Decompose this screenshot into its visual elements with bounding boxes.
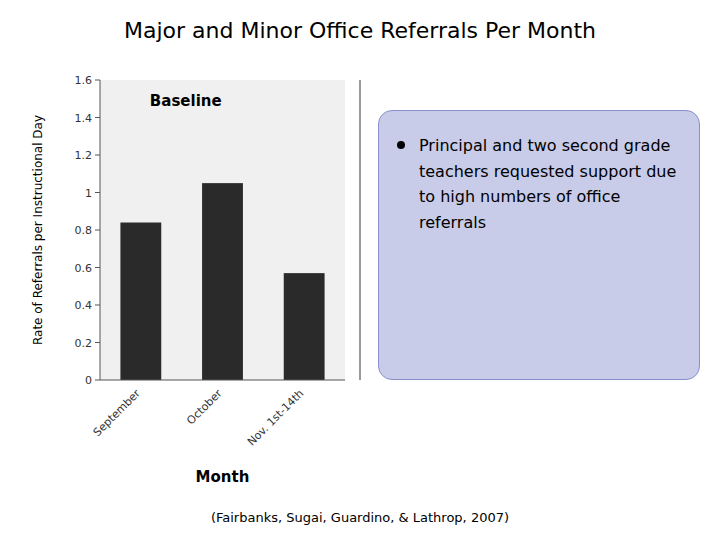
y-tick-label: 1.4 [75,112,93,125]
y-tick-label: 0 [85,374,92,387]
bar [120,223,161,381]
y-tick-label: 1.2 [75,149,93,162]
y-tick [95,230,100,231]
y-tick [95,192,100,193]
title: Major and Minor Office Referrals Per Mon… [124,18,596,43]
plot-area [100,80,345,380]
bar [284,273,325,380]
y-label: Rate of Referrals per Instructional Day [31,115,45,345]
note-box: Principal and two second grade teachers … [378,110,700,380]
y-tick [95,267,100,268]
y-tick-label: 0.6 [75,262,93,275]
y-axis [100,80,101,380]
y-tick-label: 1.6 [75,74,93,87]
y-tick [95,117,100,118]
bar [202,183,243,380]
x-tick-label: Nov. 1st-14th [245,387,306,448]
y-tick-label: 0.8 [75,224,93,237]
y-tick [95,80,100,81]
y-tick [95,342,100,343]
y-tick-label: 1 [85,187,92,200]
bars [120,183,324,380]
annotation: Baseline [150,92,222,110]
y-tick [95,155,100,156]
y-tick-label: 0.4 [75,299,93,312]
y-tick-label: 0.2 [75,337,93,350]
divider [360,80,361,380]
y-tick [95,305,100,306]
y-tick [95,380,100,381]
annotation: Principal and two second grade teachers … [419,133,677,235]
x-label: Month [196,468,250,486]
citation: (Fairbanks, Sugai, Guardino, & Lathrop, … [211,510,509,525]
bullet [397,141,405,149]
x-axis [100,380,345,381]
x-tick-label: October [184,387,225,428]
x-tick-label: September [91,387,144,440]
